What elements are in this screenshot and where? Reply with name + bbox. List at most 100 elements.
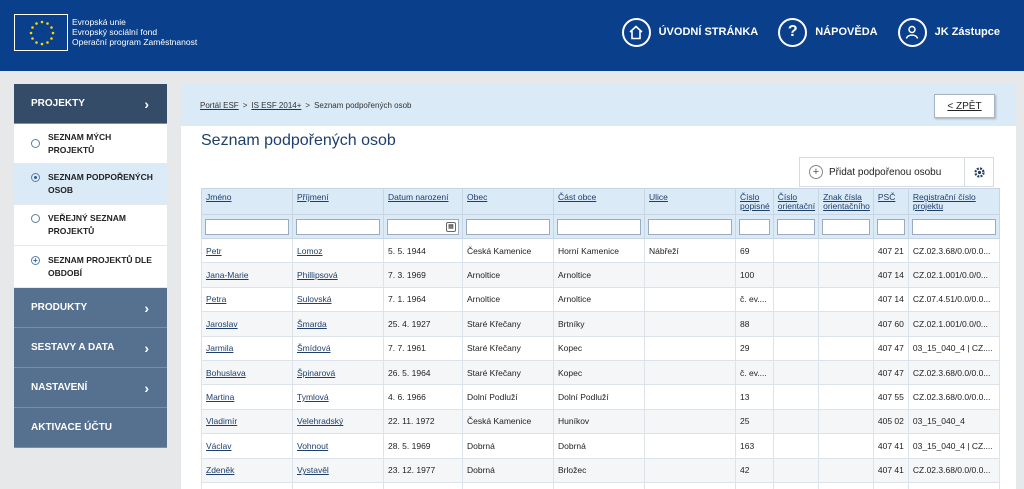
breadcrumb-is-esf[interactable]: IS ESF 2014+ bbox=[251, 100, 302, 110]
user-menu[interactable]: JK Zástupce bbox=[897, 17, 1000, 47]
table-cell: CZ.02.1.001/0.0/0... bbox=[907, 311, 1000, 337]
column-header[interactable]: Ulice bbox=[644, 188, 736, 215]
sidebar-item-produkty[interactable]: PRODUKTY › bbox=[14, 288, 167, 328]
table-cell: 25 bbox=[735, 408, 774, 435]
home-link[interactable]: ÚVODNÍ STRÁNKA bbox=[621, 17, 759, 47]
table-cell: CZ.02.1.001/0.0/0... bbox=[907, 262, 1000, 288]
table-cell[interactable]: Jaroslav bbox=[201, 311, 293, 337]
breadcrumb-separator: > bbox=[242, 100, 248, 110]
filter-input[interactable] bbox=[296, 218, 380, 235]
table-cell bbox=[818, 433, 874, 459]
eu-logo[interactable]: Evropská unie Evropský sociální fond Ope… bbox=[14, 13, 198, 51]
table-cell[interactable]: Sulovská bbox=[292, 286, 384, 313]
table-cell[interactable]: Šmarda bbox=[292, 311, 384, 337]
table-row[interactable]: Jana-Marie Phillipsová 7. 3. 1969 Arnoltice… bbox=[201, 262, 1000, 288]
table-cell[interactable]: Špinarová bbox=[292, 359, 384, 386]
table-cell[interactable]: Šmídová bbox=[292, 335, 384, 361]
table-row[interactable] bbox=[201, 481, 1000, 489]
breadcrumb: Portál ESF > IS ESF 2014+ > Seznam podpo… bbox=[181, 84, 1016, 126]
sidebar-item-nastaveni[interactable]: NASTAVENÍ › bbox=[14, 368, 167, 408]
table-cell[interactable] bbox=[292, 481, 384, 489]
table-cell[interactable] bbox=[201, 481, 293, 489]
table-cell: Dobrná bbox=[462, 433, 554, 459]
table-cell[interactable]: Bohuslava bbox=[201, 359, 293, 386]
column-header[interactable]: Jméno bbox=[201, 188, 293, 215]
table-cell[interactable]: Petr bbox=[201, 237, 293, 264]
expand-plus-icon bbox=[31, 254, 40, 267]
table-cell[interactable]: Velehradský bbox=[292, 408, 384, 435]
table-row[interactable]: Petr Lomoz 5. 5. 1944 Česká Kamenice Horní K… bbox=[201, 237, 1000, 264]
table-row[interactable]: Jarmila Šmídová 7. 7. 1961 Staré Křečany Kop… bbox=[201, 335, 1000, 361]
table-row[interactable]: Bohuslava Špinarová 26. 5. 1964 Staré Křeča… bbox=[201, 359, 1000, 386]
home-label: ÚVODNÍ STRÁNKA bbox=[658, 26, 759, 38]
table-row[interactable]: Vladimír Velehradský 22. 11. 1972 Česká Kam… bbox=[201, 408, 1000, 435]
column-header[interactable]: Příjmení bbox=[292, 188, 384, 215]
filter-input[interactable] bbox=[822, 218, 870, 235]
column-header[interactable]: Číslo popisné bbox=[735, 188, 774, 215]
table-cell: Brtníky bbox=[553, 311, 645, 337]
table-cell[interactable]: Vystavěl bbox=[292, 457, 384, 483]
table-row[interactable]: Jaroslav Šmarda 25. 4. 1927 Staré Křečany Br… bbox=[201, 311, 1000, 337]
table-cell: 42 bbox=[735, 457, 774, 483]
home-icon bbox=[621, 17, 651, 47]
column-header[interactable]: PSČ bbox=[872, 188, 909, 215]
filter-input[interactable] bbox=[648, 218, 732, 235]
table-cell[interactable]: Jana-Marie bbox=[201, 262, 293, 288]
radio-icon bbox=[31, 214, 40, 223]
sidebar-item-sestavy[interactable]: SESTAVY A DATA › bbox=[14, 328, 167, 368]
filter-input[interactable] bbox=[557, 218, 641, 235]
table-row[interactable]: Zdeněk Vystavěl 23. 12. 1977 Dobrná Brložec 4… bbox=[201, 457, 1000, 483]
sidebar-item-projekty[interactable]: PROJEKTY › bbox=[14, 84, 167, 124]
filter-input[interactable] bbox=[911, 218, 996, 235]
table-cell: 25. 4. 1927 bbox=[383, 311, 463, 337]
table-cell[interactable]: Vohnout bbox=[292, 433, 384, 459]
sidebar-sub-moje-projekty[interactable]: SEZNAM MÝCH PROJEKTŮ bbox=[14, 124, 167, 164]
table-cell[interactable]: Petra bbox=[201, 286, 293, 313]
filter-input[interactable] bbox=[466, 218, 550, 235]
table-cell: Kopec bbox=[553, 335, 645, 361]
table-cell: 03_15_040_4 | CZ.... bbox=[907, 433, 1000, 459]
breadcrumb-portal-esf[interactable]: Portál ESF bbox=[200, 100, 239, 110]
help-link[interactable]: ? NÁPOVĚDA bbox=[778, 17, 878, 47]
sidebar-item-label: NASTAVENÍ bbox=[31, 382, 88, 393]
table-row[interactable]: Václav Vohnout 28. 5. 1969 Dobrná Dobrná 163 4… bbox=[201, 433, 1000, 459]
sidebar-sub-verejny-seznam[interactable]: VEŘEJNÝ SEZNAM PROJEKTŮ bbox=[14, 205, 167, 246]
filter-input[interactable] bbox=[739, 218, 770, 235]
column-header[interactable]: Datum narození bbox=[383, 188, 463, 215]
filter-input[interactable] bbox=[776, 218, 816, 235]
filter-input[interactable] bbox=[876, 218, 905, 235]
column-header[interactable]: Registrační číslo projektu bbox=[907, 188, 1000, 215]
user-icon bbox=[897, 17, 927, 47]
sidebar-sub-podporene-osoby[interactable]: SEZNAM PODPOŘENÝCH OSOB bbox=[14, 164, 167, 205]
table-cell: 407 41 bbox=[872, 457, 909, 483]
table-cell[interactable]: Lomoz bbox=[292, 237, 384, 264]
table-cell[interactable]: Vladimír bbox=[201, 408, 293, 435]
filter-date-input[interactable]: ▦ bbox=[387, 218, 459, 235]
table-cell[interactable]: Václav bbox=[201, 433, 293, 459]
sidebar-sub-projekty-dle-obdobi[interactable]: SEZNAM PROJEKTŮ DLE OBDOBÍ bbox=[14, 246, 167, 288]
table-row[interactable]: Petra Sulovská 7. 1. 1964 Arnoltice Arnoltic… bbox=[201, 286, 1000, 313]
table-cell bbox=[818, 237, 874, 264]
table-cell: CZ.07.4.51/0.0/0.0... bbox=[907, 286, 1000, 313]
table-cell[interactable]: Zdeněk bbox=[201, 457, 293, 483]
column-header[interactable]: Obec bbox=[462, 188, 554, 215]
back-button[interactable]: < ZPĚT bbox=[934, 94, 995, 118]
table-cell[interactable]: Martina bbox=[201, 384, 293, 410]
table-cell bbox=[818, 335, 874, 361]
table-cell bbox=[383, 481, 463, 489]
table-cell: Dobrná bbox=[462, 457, 554, 483]
calendar-icon[interactable]: ▦ bbox=[446, 221, 456, 232]
table-row[interactable]: Martina Tymlová 4. 6. 1966 Dolní Podluží Dol… bbox=[201, 384, 1000, 410]
column-header[interactable]: Znak čísla orientačního bbox=[818, 188, 874, 215]
settings-button[interactable] bbox=[964, 157, 994, 187]
table-cell[interactable]: Phillipsová bbox=[292, 262, 384, 288]
column-header[interactable]: Část obce bbox=[553, 188, 645, 215]
table-cell bbox=[772, 286, 820, 313]
table-cell: 407 47 bbox=[872, 335, 909, 361]
column-header[interactable]: Číslo orientační bbox=[772, 188, 820, 215]
table-cell[interactable]: Tymlová bbox=[292, 384, 384, 410]
sidebar-item-aktivace[interactable]: AKTIVACE ÚČTU bbox=[14, 408, 167, 448]
filter-input[interactable] bbox=[205, 218, 289, 235]
table-cell[interactable]: Jarmila bbox=[201, 335, 293, 361]
add-person-button[interactable]: + Přidat podpořenou osobu bbox=[799, 157, 969, 187]
